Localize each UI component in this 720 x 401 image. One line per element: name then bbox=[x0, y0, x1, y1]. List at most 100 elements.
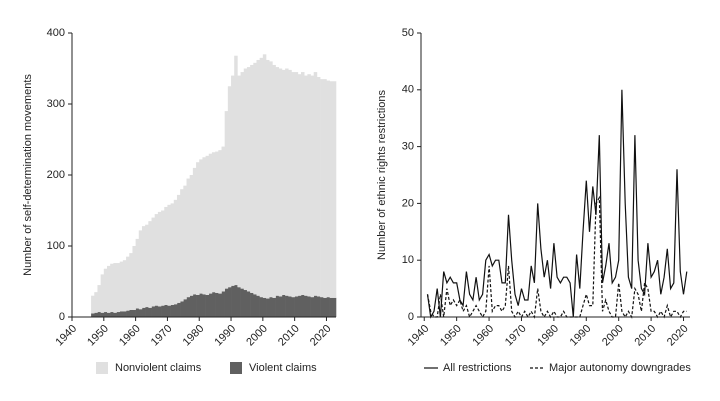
bar-segment bbox=[291, 72, 295, 298]
bar-segment bbox=[231, 285, 235, 317]
bar-segment bbox=[129, 253, 133, 310]
line-series bbox=[426, 89, 688, 319]
bar-segment bbox=[269, 61, 273, 298]
x-tick-label: 2000 bbox=[600, 323, 626, 349]
bar-segment bbox=[221, 291, 225, 317]
x-tick-label: 1940 bbox=[406, 323, 432, 349]
bar-segment bbox=[199, 159, 203, 294]
bar-segment bbox=[202, 157, 206, 295]
bar-segment bbox=[307, 74, 311, 297]
bar-segment bbox=[326, 80, 330, 298]
bar-segment bbox=[106, 312, 111, 317]
y-axis-label: Number of ethnic rights restrictions bbox=[376, 90, 388, 260]
bar-segment bbox=[237, 287, 241, 317]
bar-segment bbox=[310, 297, 315, 317]
y-tick-label: 10 bbox=[402, 254, 414, 266]
bar-segment bbox=[94, 292, 98, 313]
bar-segment bbox=[253, 62, 257, 295]
bar-segment bbox=[275, 67, 280, 296]
x-tick-label: 2020 bbox=[665, 323, 691, 349]
bar-segment bbox=[154, 214, 159, 306]
bar-segment bbox=[138, 230, 143, 310]
bar-segment bbox=[148, 221, 152, 308]
y-tick-label: 200 bbox=[47, 169, 65, 181]
bar-segment bbox=[161, 210, 165, 306]
bar-segment bbox=[301, 294, 305, 317]
bar-segment bbox=[323, 297, 327, 317]
bar-segment bbox=[170, 203, 175, 305]
bar-segment bbox=[192, 294, 197, 317]
bar-segment bbox=[100, 274, 105, 313]
bar-segment bbox=[208, 293, 213, 317]
bar-segment bbox=[205, 155, 210, 295]
legend-label: All restrictions bbox=[443, 362, 512, 374]
bar-segment bbox=[332, 297, 337, 317]
bar-segment bbox=[119, 311, 124, 317]
y-tick-label: 0 bbox=[408, 311, 414, 323]
y-tick-label: 40 bbox=[402, 84, 414, 96]
bar-segment bbox=[297, 74, 302, 296]
bar-segment bbox=[259, 57, 264, 298]
bar-segment bbox=[304, 295, 308, 317]
bar-segment bbox=[215, 151, 219, 293]
bar-segment bbox=[189, 295, 194, 317]
bar-segment bbox=[176, 302, 181, 317]
bar-segment bbox=[294, 72, 299, 297]
bar-segment bbox=[186, 297, 190, 317]
bar-segment bbox=[227, 287, 232, 317]
bar-segment bbox=[154, 305, 159, 317]
bar-segment bbox=[332, 81, 337, 298]
bar-segment bbox=[167, 204, 171, 306]
bar-segment bbox=[183, 299, 187, 317]
bar-segment bbox=[275, 295, 280, 317]
y-tick-label: 100 bbox=[47, 240, 65, 252]
bar-segment bbox=[97, 285, 101, 313]
bar-segment bbox=[288, 69, 292, 297]
bar-segment bbox=[250, 292, 254, 317]
bar-segment bbox=[224, 288, 229, 317]
bar-segment bbox=[173, 304, 178, 317]
bar-segment bbox=[224, 111, 229, 289]
y-tick-label: 50 bbox=[402, 27, 414, 39]
bar-segment bbox=[266, 298, 270, 317]
chart-panel: 0 100 200 300 400 1940 1950 1960 1970 1980 1990 200… bbox=[22, 27, 337, 374]
bar-segment bbox=[176, 194, 181, 303]
bar-segment bbox=[297, 295, 302, 317]
y-tick-label: 0 bbox=[59, 311, 65, 323]
bar-segment bbox=[272, 297, 276, 317]
bar-segment bbox=[272, 64, 276, 298]
legend-label: Violent claims bbox=[249, 362, 317, 374]
bar-segment bbox=[106, 265, 111, 313]
bar-segment bbox=[266, 59, 270, 299]
x-tick-label: 1970 bbox=[503, 323, 529, 349]
bar-segment bbox=[126, 256, 130, 311]
bar-segment bbox=[103, 268, 108, 313]
x-tick-label: 2010 bbox=[632, 323, 658, 349]
bar-segment bbox=[301, 72, 305, 295]
bar-segment bbox=[291, 297, 295, 317]
bar-segment bbox=[281, 69, 286, 295]
bar-segment bbox=[122, 260, 127, 312]
x-tick-label: 2020 bbox=[308, 323, 334, 349]
y-tick-label: 20 bbox=[402, 197, 414, 209]
bar-segment bbox=[278, 68, 283, 297]
bar-segment bbox=[326, 297, 330, 317]
bar-segment bbox=[180, 301, 184, 317]
bar-segment bbox=[113, 263, 117, 313]
bar-segment bbox=[285, 68, 289, 296]
x-tick-label: 1950 bbox=[85, 323, 111, 349]
bar-segment bbox=[294, 296, 299, 317]
bar-segment bbox=[234, 55, 238, 286]
bar-segment bbox=[164, 304, 168, 317]
x-tick-label: 1950 bbox=[438, 323, 464, 349]
bar-segment bbox=[199, 293, 203, 317]
bar-segment bbox=[186, 178, 190, 298]
bar-segment bbox=[307, 296, 311, 317]
bar-segment bbox=[320, 79, 324, 298]
bar-segment bbox=[189, 175, 194, 296]
bar-segment bbox=[231, 75, 235, 286]
x-tick-label: 2000 bbox=[244, 323, 270, 349]
bar-segment bbox=[237, 75, 241, 288]
bar-segment bbox=[227, 86, 232, 288]
